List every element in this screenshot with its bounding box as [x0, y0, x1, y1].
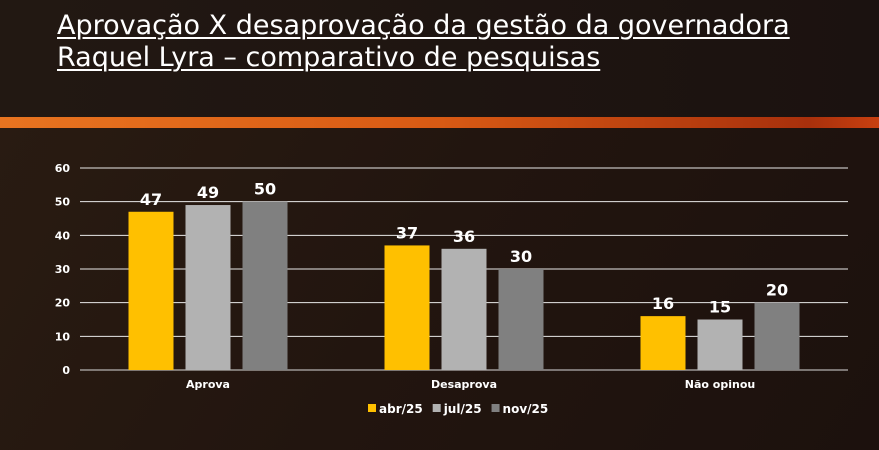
- bar: [498, 269, 544, 370]
- bar: [384, 245, 430, 370]
- legend-label: nov/25: [503, 402, 549, 416]
- data-label: 47: [140, 190, 162, 209]
- bar: [242, 201, 288, 370]
- data-label: 30: [510, 247, 532, 266]
- legend-label: jul/25: [443, 402, 482, 416]
- title-line-2: Raquel Lyra – comparativo de pesquisas: [57, 42, 601, 73]
- data-label: 36: [453, 227, 475, 246]
- y-tick-label: 0: [62, 364, 70, 377]
- data-label: 16: [652, 294, 674, 313]
- x-tick-label: Aprova: [186, 378, 230, 391]
- x-tick-label: Não opinou: [685, 378, 755, 391]
- bar: [441, 248, 487, 370]
- bar: [754, 302, 800, 370]
- y-tick-label: 40: [55, 229, 71, 242]
- x-tick-label: Desaprova: [431, 378, 497, 391]
- bar: [697, 319, 743, 370]
- legend-swatch: [432, 404, 441, 412]
- y-tick-label: 50: [55, 196, 71, 209]
- accent-band: [0, 117, 879, 128]
- bar: [640, 316, 686, 370]
- bar: [185, 205, 231, 370]
- legend-swatch: [368, 404, 376, 412]
- data-label: 20: [766, 281, 788, 300]
- data-label: 49: [197, 183, 219, 202]
- title-line-1: Aprovação X desaprovação da gestão da go…: [57, 10, 790, 41]
- y-tick-label: 20: [55, 297, 71, 310]
- y-tick-label: 10: [55, 330, 71, 343]
- y-tick-label: 30: [55, 263, 71, 276]
- legend-label: abr/25: [379, 402, 423, 416]
- legend-swatch: [491, 404, 500, 412]
- header-background: [0, 0, 879, 117]
- page-title: Aprovação X desaprovação da gestão da go…: [57, 10, 790, 74]
- y-tick-label: 60: [55, 162, 71, 175]
- data-label: 15: [709, 298, 731, 317]
- bar: [128, 211, 174, 370]
- data-label: 37: [396, 223, 418, 242]
- data-label: 50: [254, 180, 276, 199]
